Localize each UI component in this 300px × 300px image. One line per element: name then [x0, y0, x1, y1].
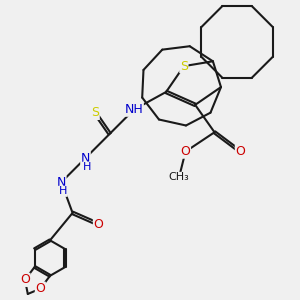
- Text: CH₃: CH₃: [169, 172, 189, 182]
- Text: O: O: [236, 145, 245, 158]
- Text: N: N: [81, 152, 90, 165]
- Text: S: S: [180, 60, 188, 73]
- Text: H: H: [83, 162, 91, 172]
- Text: O: O: [93, 218, 103, 231]
- Text: N: N: [57, 176, 66, 189]
- Text: O: O: [181, 145, 190, 158]
- Text: S: S: [91, 106, 99, 119]
- Text: O: O: [20, 273, 30, 286]
- Text: H: H: [59, 186, 67, 196]
- Text: NH: NH: [124, 103, 143, 116]
- Text: O: O: [35, 282, 45, 295]
